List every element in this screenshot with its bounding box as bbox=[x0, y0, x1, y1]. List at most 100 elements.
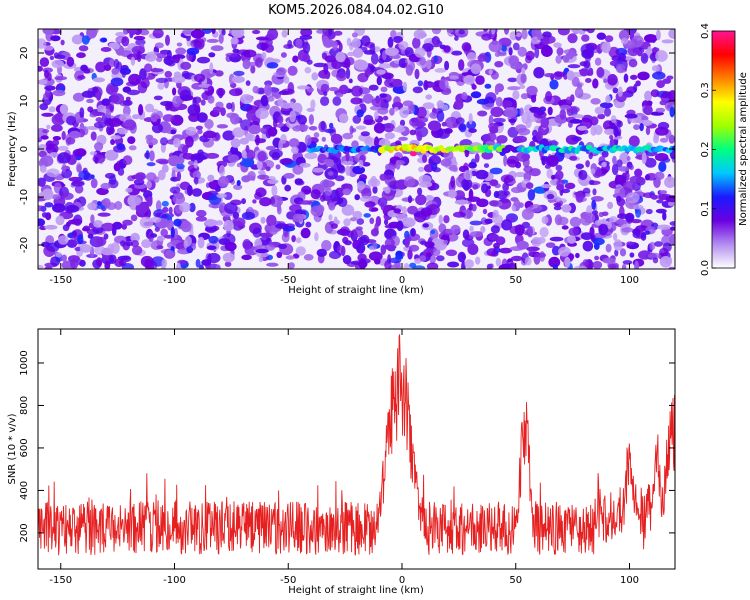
heatmap-cell bbox=[477, 110, 488, 117]
heatmap-cell bbox=[210, 45, 224, 52]
heatmap-cell bbox=[492, 117, 506, 123]
heatmap-cell bbox=[189, 202, 196, 213]
heatmap-cell bbox=[457, 251, 466, 263]
heatmap-cell bbox=[447, 261, 460, 268]
heatmap-cell bbox=[515, 161, 522, 169]
heatmap-cell bbox=[173, 138, 181, 148]
snr-x-ticks: -150 -100 -50 0 50 100 bbox=[49, 329, 639, 586]
heatmap-cell bbox=[588, 67, 594, 76]
heatmap-cell bbox=[481, 183, 489, 194]
heatmap-cell bbox=[555, 164, 563, 172]
snr-frame bbox=[37, 328, 676, 570]
heatmap-cell bbox=[320, 120, 326, 131]
heatmap-cell bbox=[146, 180, 152, 189]
heatmap-cell bbox=[358, 174, 368, 181]
heatmap-cell bbox=[304, 67, 312, 74]
heatmap-cell bbox=[186, 47, 200, 55]
heatmap-cell bbox=[61, 192, 74, 200]
heatmap-cell bbox=[416, 106, 427, 119]
heatmap-cell bbox=[501, 219, 513, 231]
heatmap-cell bbox=[42, 29, 55, 35]
heatmap-cell bbox=[267, 179, 279, 185]
heatmap-cell bbox=[650, 89, 660, 98]
heatmap-cell bbox=[90, 174, 95, 180]
heatmap-cell bbox=[351, 32, 358, 38]
heatmap-cell bbox=[444, 60, 450, 71]
heatmap-cell bbox=[233, 184, 243, 191]
heatmap-cell bbox=[520, 93, 529, 100]
heatmap-cell bbox=[125, 241, 133, 247]
heatmap-cell bbox=[160, 228, 168, 237]
heatmap-cell bbox=[668, 90, 675, 101]
heatmap-cell bbox=[575, 252, 580, 259]
heatmap-cell bbox=[614, 249, 619, 257]
heatmap-cell bbox=[520, 73, 527, 84]
heatmap-cell bbox=[81, 227, 90, 232]
heatmap-cell bbox=[654, 171, 665, 180]
heatmap-cell bbox=[350, 97, 363, 105]
heatmap-cell bbox=[140, 78, 150, 89]
heatmap-cell bbox=[329, 250, 341, 260]
heatmap-cell bbox=[662, 78, 672, 84]
heatmap-cell bbox=[640, 232, 647, 241]
heatmap-cell bbox=[38, 264, 44, 269]
heatmap-cell bbox=[173, 218, 183, 227]
heatmap-cell bbox=[241, 211, 255, 220]
heatmap-cell bbox=[669, 233, 675, 246]
heatmap-cell bbox=[38, 38, 47, 49]
heatmap-cell bbox=[399, 119, 406, 127]
heatmap-cell bbox=[232, 217, 246, 227]
heatmap-cell bbox=[646, 100, 653, 106]
heatmap-cell bbox=[146, 162, 156, 167]
heatmap-cell bbox=[276, 251, 283, 258]
y-tick-label: 10 bbox=[19, 95, 30, 108]
heatmap-cell bbox=[569, 216, 582, 228]
heatmap-cell bbox=[431, 29, 442, 35]
heatmap-cell bbox=[204, 227, 218, 232]
heatmap-cell bbox=[626, 241, 635, 246]
heatmap-cell bbox=[575, 163, 584, 170]
heatmap-cell bbox=[556, 47, 564, 56]
heatmap-cell bbox=[643, 105, 653, 116]
heatmap-cell bbox=[277, 115, 284, 124]
heatmap-cell bbox=[291, 235, 296, 243]
heatmap-cell bbox=[613, 135, 623, 140]
heatmap-cell bbox=[403, 263, 410, 269]
heatmap-cell bbox=[514, 171, 526, 178]
heatmap-cell bbox=[503, 154, 508, 167]
heatmap-cell bbox=[92, 226, 104, 234]
heatmap-cell bbox=[127, 136, 136, 145]
heatmap-cell bbox=[470, 91, 482, 99]
heatmap-cell bbox=[410, 228, 416, 237]
heatmap-cell bbox=[443, 215, 450, 224]
heatmap-cell bbox=[574, 265, 587, 269]
heatmap-cell bbox=[547, 106, 553, 116]
heatmap-cell bbox=[395, 255, 404, 260]
heatmap-cell bbox=[310, 189, 321, 200]
heatmap-cell bbox=[345, 165, 351, 176]
y-tick-label: 600 bbox=[19, 438, 30, 457]
heatmap-cell bbox=[241, 158, 255, 168]
heatmap-cell bbox=[654, 241, 663, 247]
heatmap-cell bbox=[341, 204, 355, 216]
heatmap-cell bbox=[216, 124, 229, 129]
heatmap-cell bbox=[51, 59, 64, 69]
heatmap-cell bbox=[328, 171, 334, 176]
heatmap-cell bbox=[241, 254, 252, 261]
heatmap-cell bbox=[130, 196, 142, 206]
heatmap-cell bbox=[568, 227, 580, 237]
heatmap-cell bbox=[434, 68, 447, 73]
x-tick-label: -150 bbox=[49, 575, 72, 586]
heatmap-cell bbox=[530, 107, 539, 114]
heatmap-cell bbox=[257, 174, 270, 180]
x-tick-label: -50 bbox=[280, 575, 296, 586]
heatmap-cell bbox=[335, 51, 346, 63]
x-tick-label: 100 bbox=[620, 275, 639, 286]
heatmap-cell bbox=[113, 162, 121, 172]
heatmap-cell bbox=[227, 154, 240, 163]
heatmap-cell bbox=[494, 86, 499, 95]
heatmap-cell bbox=[590, 98, 601, 105]
heatmap-cell bbox=[372, 186, 378, 194]
x-tick-label: -150 bbox=[49, 275, 72, 286]
heatmap-cell bbox=[454, 199, 469, 205]
